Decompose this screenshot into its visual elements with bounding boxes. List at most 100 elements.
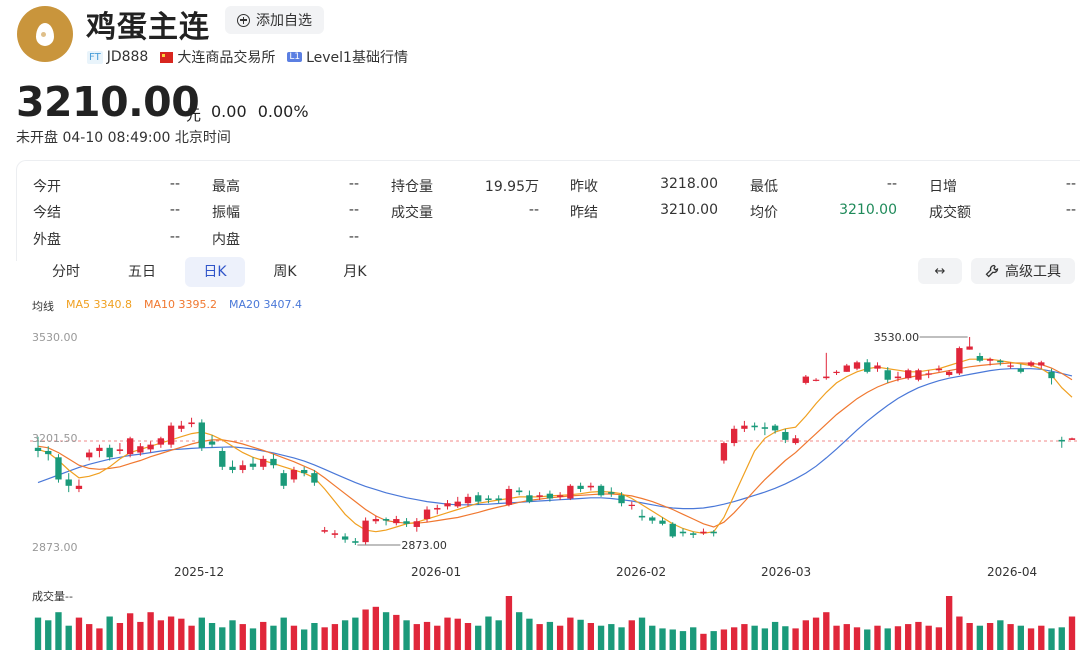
candle-body [178, 425, 185, 429]
stat-label: 持仓量 [391, 179, 433, 195]
candle-body [546, 493, 554, 499]
volume-bar [311, 623, 318, 650]
level-tag: L1 [287, 52, 303, 62]
candle-body [45, 450, 52, 455]
tab-five-day[interactable]: 五日 [128, 264, 156, 280]
volume-bar [1017, 625, 1024, 650]
volume-bar [976, 625, 984, 650]
candle-body [915, 370, 922, 380]
volume-bar [700, 633, 707, 650]
candle-body [1058, 439, 1065, 442]
volume-bar [393, 614, 400, 650]
tab-monthly-k[interactable]: 月K [343, 264, 367, 280]
volume-bar [96, 628, 103, 650]
candle-body [833, 371, 840, 374]
volume-bar [290, 625, 298, 650]
candle-body [669, 523, 676, 537]
volume-bar [812, 617, 820, 650]
candle-body [372, 519, 380, 522]
candle-body [382, 519, 390, 521]
candle-body [864, 362, 871, 372]
candle-body [444, 503, 451, 507]
volume-bar [628, 620, 635, 650]
volume-bar [618, 627, 625, 650]
tab-weekly-k[interactable]: 周K [273, 264, 297, 280]
candle-body [1007, 365, 1014, 367]
candle-body [423, 509, 431, 520]
stat-label: 今开 [33, 179, 61, 195]
volume-bar [1007, 624, 1014, 650]
stat-value: 3210.00 [839, 202, 897, 218]
volume-bar [239, 624, 246, 650]
candle-body [720, 443, 728, 461]
candle-body [239, 465, 246, 470]
volume-bar [986, 623, 994, 650]
candle-body [434, 507, 441, 510]
stat-label: 日增 [929, 179, 957, 195]
candle-body [556, 495, 564, 497]
volume-bar [997, 620, 1004, 650]
tab-daily-k[interactable]: 日K [185, 257, 245, 287]
stat-value: -- [1065, 202, 1076, 218]
candle-body [495, 498, 502, 501]
candle-body [700, 531, 707, 534]
advanced-tools-button[interactable]: 高级工具 [971, 258, 1075, 284]
candle-body [75, 485, 83, 489]
candle-body [137, 446, 144, 453]
candle-body [475, 495, 482, 502]
add-watchlist-button[interactable]: 添加自选 [225, 6, 324, 34]
candle-body [526, 495, 533, 502]
volume-bar [106, 616, 113, 650]
candle-body [280, 473, 287, 486]
volume-bar [75, 617, 83, 650]
symbol-code: JD888 [106, 49, 149, 65]
x-axis-label: 2026-02 [616, 565, 667, 579]
volume-bar [853, 627, 861, 650]
volume-bar [116, 623, 124, 650]
volume-bar [1038, 625, 1045, 650]
candle-body [198, 422, 205, 448]
candle-body [403, 521, 410, 524]
max-annotation-label: 3530.00 [874, 331, 920, 344]
volume-bar [690, 627, 697, 650]
volume-bar [894, 626, 902, 650]
candle-body [96, 447, 103, 451]
stat-value: 3210.00 [660, 202, 718, 218]
candle-body [659, 520, 666, 524]
candle-body [393, 519, 400, 524]
expand-chart-button[interactable]: ↔ [918, 258, 962, 284]
candle-body [208, 441, 216, 445]
candle-body [1048, 371, 1055, 379]
candle-body [229, 466, 236, 470]
volume-bar [382, 612, 390, 650]
china-flag-icon [160, 51, 174, 63]
ma5-line [37, 358, 1073, 534]
plus-circle-icon [237, 13, 250, 27]
volume-bar [556, 625, 564, 650]
volume-bar [178, 618, 185, 650]
kline-chart[interactable]: 3530.00 2873.00 [0, 315, 1080, 655]
volume-bar [874, 625, 881, 650]
volume-bar [219, 627, 226, 650]
ma10-legend: MA10 3395.2 [144, 298, 217, 311]
ma10-line [37, 362, 1073, 528]
volume-bar [536, 624, 543, 650]
stat-label: 振幅 [212, 205, 240, 221]
y-axis-min-label: 2873.00 [32, 541, 78, 554]
volume-bar [710, 631, 717, 650]
volume-bar [833, 625, 840, 650]
candle-body [894, 376, 902, 379]
volume-bar [823, 612, 830, 650]
candle-body [597, 485, 605, 496]
volume-bar [229, 620, 236, 650]
ma20-line [37, 368, 1073, 510]
candle-body [116, 449, 124, 451]
candle-body [986, 359, 994, 361]
candle-body [331, 533, 339, 535]
candle-body [608, 492, 615, 494]
candle-body [567, 485, 574, 499]
volume-bar [147, 612, 154, 650]
candle-body [86, 452, 93, 458]
tab-minute[interactable]: 分时 [52, 264, 80, 280]
stat-value: -- [348, 176, 359, 192]
